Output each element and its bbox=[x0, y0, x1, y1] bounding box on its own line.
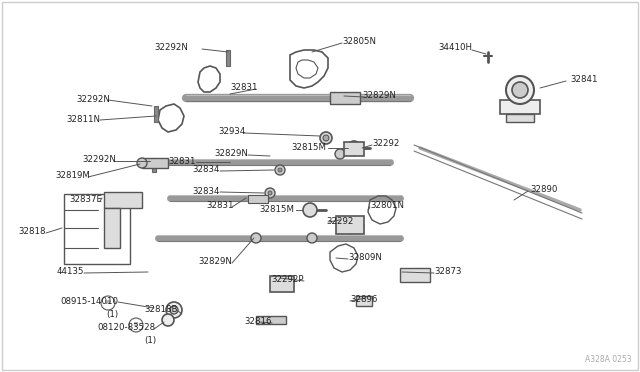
Bar bbox=[226, 50, 230, 66]
Text: 32831: 32831 bbox=[168, 157, 196, 167]
Bar bbox=[256, 316, 286, 324]
Text: 08915-14010: 08915-14010 bbox=[60, 298, 118, 307]
Text: 32292: 32292 bbox=[326, 218, 353, 227]
Text: (1): (1) bbox=[144, 336, 156, 344]
Text: 32811N: 32811N bbox=[66, 115, 100, 125]
Text: 32873: 32873 bbox=[434, 267, 461, 276]
Text: 32805N: 32805N bbox=[342, 38, 376, 46]
Circle shape bbox=[275, 165, 285, 175]
Circle shape bbox=[278, 168, 282, 172]
Text: 32934: 32934 bbox=[219, 128, 246, 137]
Text: 32834: 32834 bbox=[193, 187, 220, 196]
Text: 32292N: 32292N bbox=[154, 44, 188, 52]
Circle shape bbox=[268, 191, 272, 195]
Text: 32818: 32818 bbox=[19, 228, 46, 237]
Bar bbox=[500, 100, 540, 114]
Text: 32292N: 32292N bbox=[82, 155, 116, 164]
Text: A328A 0253: A328A 0253 bbox=[586, 355, 632, 364]
Bar bbox=[64, 194, 130, 264]
Text: W: W bbox=[105, 301, 111, 305]
Text: 34410H: 34410H bbox=[438, 44, 472, 52]
Text: 32292: 32292 bbox=[372, 140, 399, 148]
Bar bbox=[104, 208, 120, 248]
Text: 32292P: 32292P bbox=[271, 276, 304, 285]
Text: 32815M: 32815M bbox=[291, 144, 326, 153]
Text: 44135: 44135 bbox=[56, 267, 84, 276]
Bar bbox=[356, 296, 372, 306]
Text: 32831: 32831 bbox=[207, 202, 234, 211]
Bar bbox=[330, 92, 360, 104]
Circle shape bbox=[512, 82, 528, 98]
Text: 32890: 32890 bbox=[530, 186, 557, 195]
Circle shape bbox=[170, 306, 178, 314]
Text: 32829N: 32829N bbox=[214, 150, 248, 158]
Circle shape bbox=[137, 158, 147, 168]
Circle shape bbox=[101, 296, 115, 310]
Text: 32818B: 32818B bbox=[145, 305, 178, 314]
Text: 32809N: 32809N bbox=[348, 253, 382, 263]
Text: 32834: 32834 bbox=[193, 166, 220, 174]
Bar bbox=[506, 114, 534, 122]
Circle shape bbox=[265, 188, 275, 198]
Bar bbox=[154, 106, 158, 122]
Text: 32801N: 32801N bbox=[370, 202, 404, 211]
Text: 32829N: 32829N bbox=[198, 257, 232, 266]
Circle shape bbox=[303, 203, 317, 217]
Circle shape bbox=[251, 233, 261, 243]
Text: B: B bbox=[134, 323, 138, 327]
Text: 32816: 32816 bbox=[244, 317, 272, 327]
Bar bbox=[270, 276, 294, 292]
Bar bbox=[152, 158, 156, 172]
Circle shape bbox=[347, 141, 361, 155]
Text: 32819M: 32819M bbox=[55, 171, 90, 180]
Circle shape bbox=[506, 76, 534, 104]
Circle shape bbox=[162, 314, 174, 326]
Text: (1): (1) bbox=[106, 310, 118, 318]
Text: 32841: 32841 bbox=[570, 76, 598, 84]
Bar bbox=[336, 216, 364, 234]
Bar bbox=[248, 195, 268, 203]
Text: 08120-83528: 08120-83528 bbox=[98, 324, 156, 333]
Circle shape bbox=[320, 132, 332, 144]
Text: 32815M: 32815M bbox=[259, 205, 294, 215]
Text: 32896: 32896 bbox=[350, 295, 378, 305]
Text: 32292N: 32292N bbox=[76, 96, 110, 105]
Bar bbox=[400, 268, 430, 282]
Circle shape bbox=[307, 233, 317, 243]
Text: 32829N: 32829N bbox=[362, 92, 396, 100]
Text: 32831: 32831 bbox=[230, 83, 258, 93]
Circle shape bbox=[166, 302, 182, 318]
Bar bbox=[104, 192, 142, 208]
Circle shape bbox=[129, 318, 143, 332]
Circle shape bbox=[323, 135, 329, 141]
Bar bbox=[344, 142, 364, 156]
Bar bbox=[142, 158, 168, 168]
Circle shape bbox=[335, 149, 345, 159]
Text: 32837E: 32837E bbox=[69, 196, 102, 205]
